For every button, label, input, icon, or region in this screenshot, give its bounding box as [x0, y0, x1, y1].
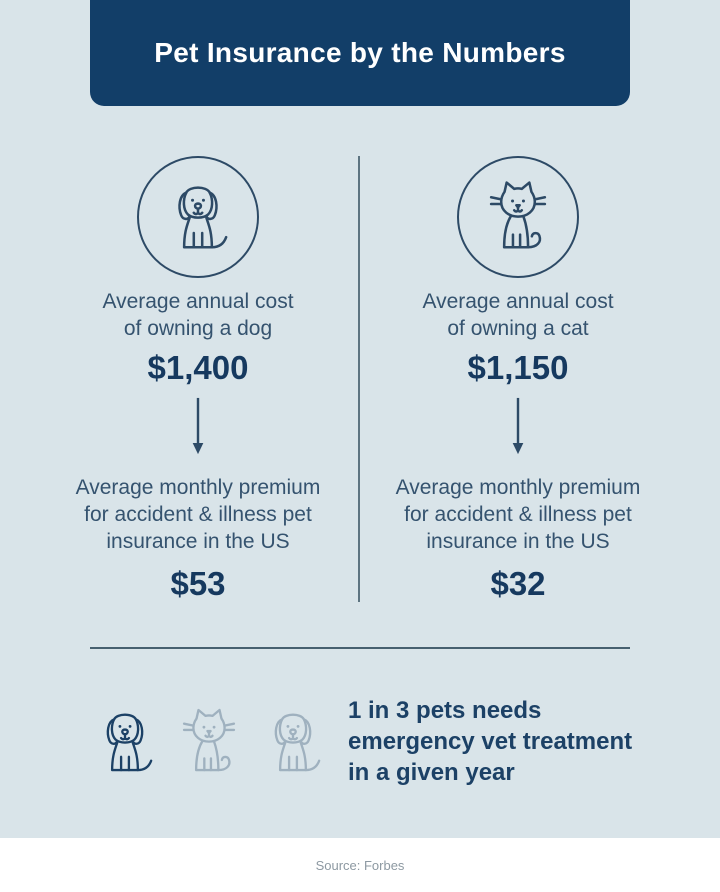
infographic-body: Pet Insurance by the Numbers Average ann…	[0, 0, 720, 838]
premium-value: $53	[170, 565, 226, 602]
fact-line: emergency vet treatment	[348, 728, 633, 755]
stats-columns: Average annual cost of owning a dog $1,4…	[0, 156, 720, 603]
label-line: insurance in the US	[426, 530, 610, 553]
fact-line: in a given year	[348, 759, 515, 786]
down-arrow-icon	[509, 396, 527, 458]
label-line: Average monthly premium	[75, 476, 321, 499]
column-divider	[358, 156, 360, 602]
cat-icon-circle	[457, 156, 579, 278]
fact-line: 1 in 3 pets needs	[348, 697, 542, 724]
label-line: Average annual cost	[422, 290, 614, 313]
premium-value: $32	[490, 565, 546, 602]
label-line: of owning a cat	[447, 317, 589, 340]
label-line: for accident & illness pet	[84, 503, 312, 526]
cat-column: Average annual cost of owning a cat $1,1…	[358, 156, 720, 603]
pets-ratio-icons	[86, 699, 332, 785]
footer-strip: Source: Forbes	[0, 838, 720, 892]
fact-text: 1 in 3 pets needs emergency vet treatmen…	[348, 695, 632, 788]
label-line: insurance in the US	[106, 530, 290, 553]
premium-label: Average monthly premium for accident & i…	[76, 474, 321, 555]
dog-icon	[254, 699, 332, 785]
dog-icon-circle	[137, 156, 259, 278]
label-line: Average annual cost	[102, 290, 294, 313]
cat-icon	[476, 175, 560, 259]
label-line: for accident & illness pet	[404, 503, 632, 526]
cat-icon	[170, 699, 248, 785]
header-banner: Pet Insurance by the Numbers	[90, 0, 630, 106]
label-line: of owning a dog	[123, 317, 273, 340]
annual-cost-label: Average annual cost of owning a cat	[422, 288, 613, 342]
infographic-title: Pet Insurance by the Numbers	[154, 37, 566, 68]
down-arrow-icon	[189, 396, 207, 458]
fact-section: 1 in 3 pets needs emergency vet treatmen…	[86, 695, 634, 788]
dog-icon	[156, 175, 240, 259]
label-line: Average monthly premium	[395, 476, 641, 499]
premium-label: Average monthly premium for accident & i…	[396, 474, 641, 555]
annual-cost-value: $1,150	[467, 349, 569, 386]
source-attribution: Source: Forbes	[315, 857, 405, 873]
section-divider	[90, 647, 630, 649]
dog-column: Average annual cost of owning a dog $1,4…	[0, 156, 358, 603]
dog-icon	[86, 699, 164, 785]
annual-cost-label: Average annual cost of owning a dog	[102, 288, 293, 342]
annual-cost-value: $1,400	[147, 349, 249, 386]
